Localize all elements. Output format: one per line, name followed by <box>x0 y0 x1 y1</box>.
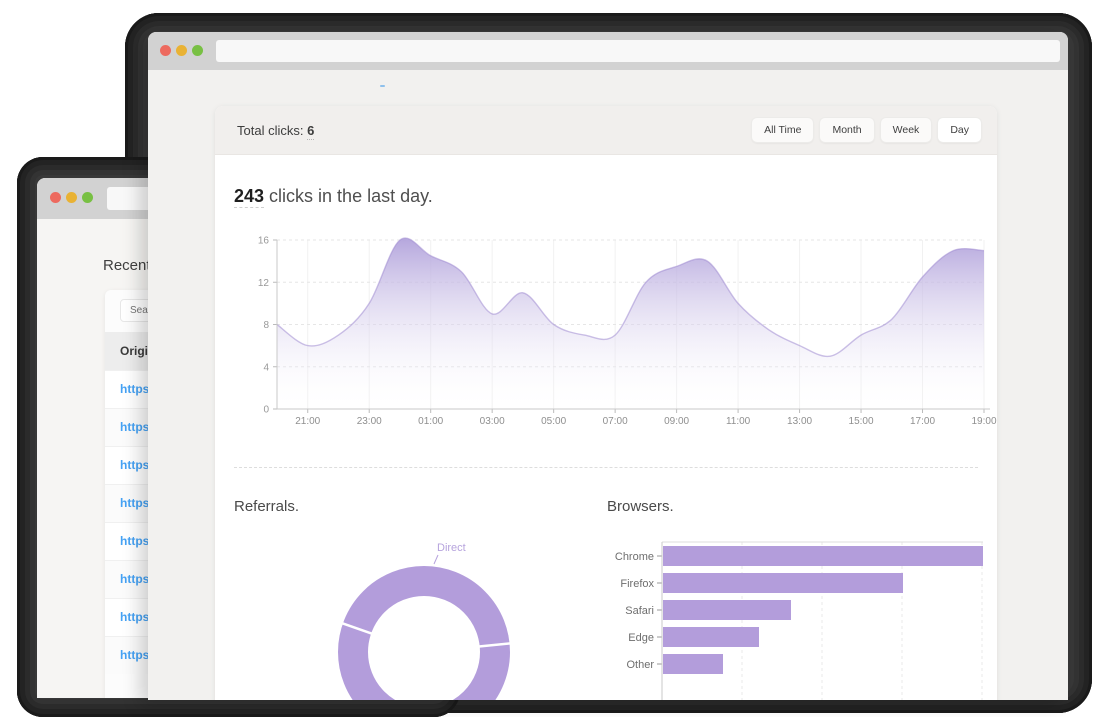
clicks-headline-text: clicks in the last day. <box>264 186 433 206</box>
browsers-title: Browsers. <box>607 498 674 515</box>
svg-text:17:00: 17:00 <box>910 416 935 427</box>
bar-category-label: Firefox <box>620 578 654 590</box>
svg-text:0: 0 <box>263 405 269 416</box>
referrals-donut-chart: Direct <box>338 542 512 700</box>
referrals-title: Referrals. <box>234 498 300 515</box>
range-button-day[interactable]: Day <box>938 118 981 142</box>
svg-text:12: 12 <box>258 278 270 289</box>
clicks-count: 243 <box>234 186 265 208</box>
svg-text:23:00: 23:00 <box>357 416 382 427</box>
tiny-blue-mark <box>380 85 385 87</box>
svg-text:13:00: 13:00 <box>787 416 812 427</box>
analytics-card-header: Total clicks: 6 All Time Month Week Day <box>215 106 997 155</box>
analytics-card: Total clicks: 6 All Time Month Week Day 243… <box>215 106 997 700</box>
url-bar[interactable] <box>216 40 1060 62</box>
zoom-button[interactable] <box>82 192 93 203</box>
total-clicks-label: Total clicks: <box>237 122 304 138</box>
bar-category-label: Other <box>626 659 654 671</box>
clicks-area-chart: 21:00 23:00 01:00 03:00 05:00 07:00 09:00 11:00… <box>258 236 997 428</box>
clicks-headline: 243 clicks in the last day. <box>234 186 433 208</box>
svg-text:21:00: 21:00 <box>295 416 320 427</box>
range-button-month[interactable]: Month <box>820 118 874 142</box>
svg-text:01:00: 01:00 <box>418 416 443 427</box>
donut-slice-label: Direct <box>437 542 466 554</box>
svg-text:05:00: 05:00 <box>541 416 566 427</box>
minimize-button[interactable] <box>176 45 187 56</box>
close-button[interactable] <box>50 192 61 203</box>
svg-text:15:00: 15:00 <box>849 416 874 427</box>
front-titlebar <box>148 32 1068 70</box>
svg-text:4: 4 <box>263 362 269 373</box>
time-range-buttons: All Time Month Week Day <box>752 118 981 142</box>
bar-category-label: Safari <box>625 605 654 617</box>
svg-text:07:00: 07:00 <box>603 416 628 427</box>
front-browser-window: Total clicks: 6 All Time Month Week Day 243… <box>148 32 1068 700</box>
bar-category-label: Chrome <box>615 551 654 563</box>
section-divider <box>234 467 978 468</box>
svg-text:11:00: 11:00 <box>726 416 751 427</box>
close-button[interactable] <box>160 45 171 56</box>
range-button-week[interactable]: Week <box>880 118 932 142</box>
total-clicks-stat: Total clicks: 6 <box>237 122 315 140</box>
svg-text:16: 16 <box>258 236 270 247</box>
svg-text:09:00: 09:00 <box>664 416 689 427</box>
svg-text:19:00: 19:00 <box>971 416 996 427</box>
total-clicks-value: 6 <box>307 122 315 140</box>
zoom-button[interactable] <box>192 45 203 56</box>
svg-text:03:00: 03:00 <box>480 416 505 427</box>
recent-heading: Recent <box>103 257 151 274</box>
range-button-all-time[interactable]: All Time <box>752 118 814 142</box>
minimize-button[interactable] <box>66 192 77 203</box>
bar-category-label: Edge <box>628 632 654 644</box>
svg-text:8: 8 <box>263 320 269 331</box>
browsers-bar-chart: Chrome Firefox Safari Edge Other <box>615 541 983 700</box>
